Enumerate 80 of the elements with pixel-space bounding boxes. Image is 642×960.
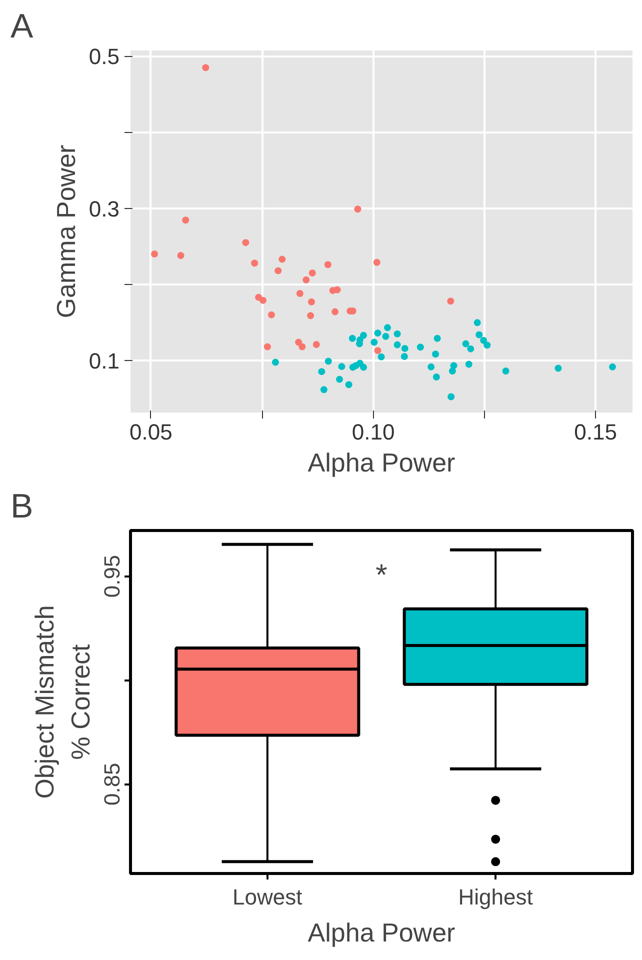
annotation: * [376, 559, 388, 592]
point [307, 312, 314, 320]
x-tick-label: Highest [458, 884, 533, 910]
point [242, 239, 250, 246]
y-tick-label: 0.95 [100, 554, 124, 598]
point [474, 319, 481, 326]
point [448, 393, 455, 400]
point [370, 338, 378, 346]
point [345, 381, 352, 388]
point [416, 344, 424, 351]
x-tick-label: 0.15 [574, 420, 618, 444]
point [324, 358, 332, 365]
point [401, 344, 408, 352]
y-tick-label: 0.1 [88, 348, 120, 374]
point [251, 260, 258, 267]
point [374, 330, 382, 337]
point [302, 276, 310, 284]
point [298, 343, 306, 350]
point [378, 353, 385, 360]
x-tick-label: Lowest [232, 884, 302, 910]
x-axis-title: Alpha Power [308, 448, 456, 478]
point [324, 261, 332, 268]
point [308, 270, 316, 276]
point [177, 252, 184, 259]
point [274, 267, 282, 274]
y-axis-title: Object Mismatch % Correct [30, 605, 96, 799]
point [272, 358, 279, 366]
point [318, 368, 326, 376]
point [384, 324, 392, 332]
point [260, 296, 267, 304]
point [448, 367, 456, 374]
point [462, 340, 470, 348]
point [278, 256, 286, 263]
y-tick-label: 0.3 [88, 196, 120, 222]
point [295, 338, 302, 346]
point [336, 376, 343, 383]
point [465, 360, 472, 368]
chart-title: B [10, 488, 34, 526]
point [296, 290, 304, 298]
point [382, 332, 390, 340]
point [554, 364, 562, 372]
point [312, 341, 320, 348]
point [308, 298, 315, 306]
point [360, 332, 367, 339]
point [434, 334, 441, 342]
y-axis-title: Gamma Power [50, 144, 81, 318]
point [360, 364, 367, 371]
point [467, 345, 474, 352]
point [338, 363, 346, 370]
point [354, 206, 362, 213]
chart-title: A [10, 8, 34, 46]
point [264, 343, 271, 350]
point [334, 286, 341, 294]
point [348, 334, 356, 342]
point [480, 336, 488, 344]
x-axis-title: Alpha Power [308, 918, 456, 948]
point [394, 330, 401, 338]
point [608, 363, 616, 370]
point [356, 340, 363, 348]
point [151, 250, 158, 258]
point [394, 341, 401, 348]
point [502, 367, 510, 374]
point [320, 386, 328, 394]
x-tick-label: 0.05 [130, 420, 172, 444]
x-tick-label: 0.10 [352, 420, 395, 444]
point [432, 373, 440, 380]
point [428, 363, 435, 370]
point [268, 311, 275, 318]
point [476, 331, 483, 338]
point [182, 216, 190, 224]
y-tick-label: 0.85 [100, 762, 124, 806]
point [432, 350, 440, 358]
point [332, 308, 339, 316]
point [202, 64, 210, 72]
point [374, 347, 382, 354]
point [373, 258, 380, 266]
point [484, 342, 491, 349]
point [400, 353, 408, 360]
point [447, 298, 454, 305]
y-tick-label: 0.5 [88, 44, 120, 70]
